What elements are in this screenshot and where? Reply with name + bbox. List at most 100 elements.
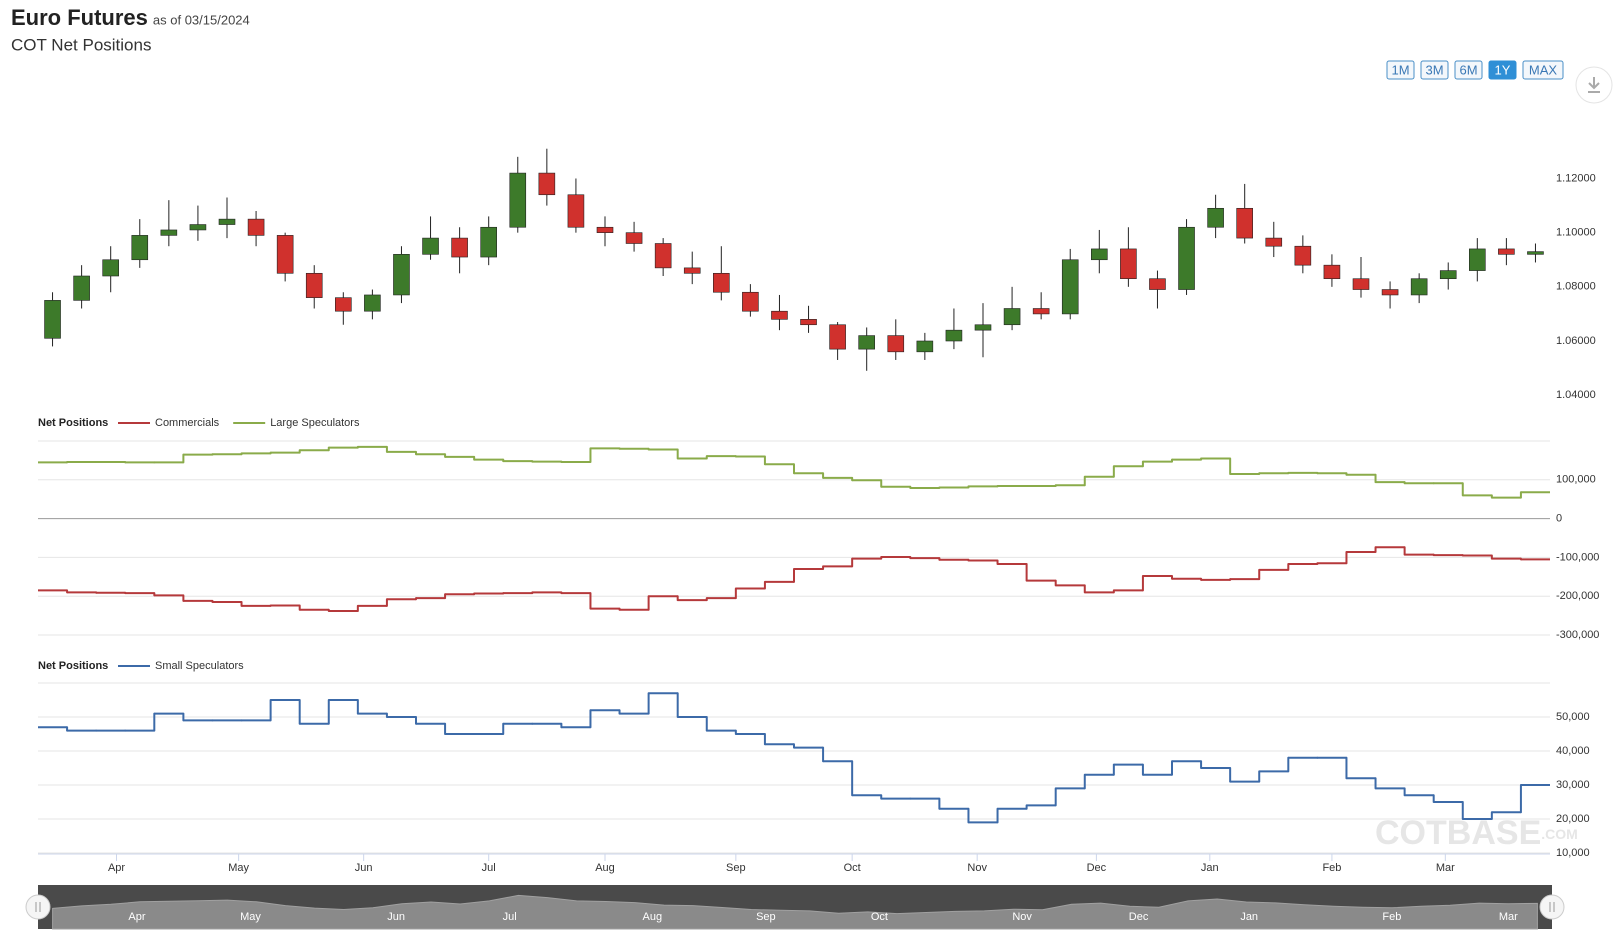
x-tick-label: Jul (482, 862, 496, 874)
range-button-label[interactable]: 1M (1391, 62, 1409, 77)
x-tick-label: Mar (1436, 862, 1455, 874)
candle-body (567, 194, 585, 228)
candle-body (102, 259, 119, 277)
candle-body (974, 324, 992, 331)
candle-body (945, 329, 963, 342)
navigator-handle[interactable] (1539, 894, 1565, 920)
candle-body (800, 319, 817, 326)
candle-body (1469, 248, 1486, 271)
y-tick-label: 20,000 (1556, 813, 1590, 825)
range-button-label[interactable]: 6M (1459, 62, 1477, 77)
range-button[interactable]: 6M (1454, 60, 1483, 80)
y-tick-label: -200,000 (1556, 590, 1599, 602)
range-button-label[interactable]: 1Y (1495, 62, 1511, 77)
title: Euro Futures (11, 5, 148, 30)
x-tick-label: May (228, 862, 249, 874)
navigator-label: Feb (1382, 911, 1401, 923)
navigator-label: Sep (756, 911, 776, 923)
range-button-box[interactable] (1386, 60, 1415, 80)
candle-body (73, 275, 90, 301)
candle-body (422, 237, 439, 255)
watermark-part: COT (1375, 814, 1447, 852)
candle-body (1527, 251, 1544, 255)
navigator-label: Mar (1499, 911, 1518, 923)
candle-body (625, 232, 643, 244)
candle-body (683, 267, 701, 274)
watermark-part: .COM (1541, 826, 1578, 842)
candle-body (189, 224, 207, 231)
y-tick-label: 1.08000 (1556, 281, 1596, 293)
legend-title: Net Positions (38, 417, 108, 429)
x-tick-label: Jan (1201, 862, 1219, 874)
candle-body (1207, 207, 1224, 228)
candle-body (480, 226, 497, 258)
candle-body (829, 324, 846, 350)
range-button-box[interactable] (1420, 60, 1449, 80)
candle-body (1091, 248, 1108, 261)
navigator-label: Dec (1129, 911, 1149, 923)
candle-body (131, 235, 149, 261)
range-button-label[interactable]: 3M (1425, 62, 1443, 77)
x-tick-label: Oct (844, 862, 861, 874)
candle-body (1003, 308, 1021, 326)
candle-body (1352, 278, 1370, 290)
x-tick-label: Jun (355, 862, 373, 874)
candle-body (1178, 226, 1195, 290)
y-tick-label: 1.10000 (1556, 227, 1596, 239)
x-tick-label: Dec (1087, 862, 1107, 874)
range-button-box[interactable] (1488, 60, 1517, 80)
x-tick-label: Sep (726, 862, 746, 874)
navigator-label: Nov (1012, 911, 1032, 923)
y-tick-label: -300,000 (1556, 629, 1599, 641)
y-tick-label: 1.04000 (1556, 389, 1596, 401)
y-tick-label: 0 (1556, 513, 1562, 525)
candle-body (1410, 278, 1428, 296)
range-button[interactable]: 1Y (1488, 60, 1517, 80)
y-tick-label: 50,000 (1556, 711, 1590, 723)
y-tick-label: 10,000 (1556, 847, 1590, 859)
candle-body (364, 294, 381, 312)
navigator-handle-circle[interactable] (25, 894, 51, 920)
navigator-handle-circle[interactable] (1539, 894, 1565, 920)
range-button[interactable]: 1M (1386, 60, 1415, 80)
range-button[interactable]: 3M (1420, 60, 1449, 80)
y-tick-label: 100,000 (1556, 474, 1596, 486)
candle-body (451, 237, 468, 258)
navigator-handle-grip (35, 902, 41, 912)
x-tick-label: Aug (595, 862, 615, 874)
candle-body (335, 297, 352, 312)
candle-body (713, 272, 730, 293)
legend-label[interactable]: Commercials (155, 417, 220, 429)
range-button-box[interactable] (1522, 60, 1564, 80)
range-button-box[interactable] (1454, 60, 1483, 80)
navigator-handle-grip (1549, 902, 1555, 912)
candle-body (771, 310, 788, 320)
range-button-label[interactable]: MAX (1529, 62, 1558, 77)
legend-title: Net Positions (38, 660, 108, 672)
candle-body (596, 226, 614, 233)
candle-body (247, 218, 265, 236)
watermark-part: BASE (1447, 814, 1541, 852)
legend-label[interactable]: Large Speculators (270, 417, 360, 429)
download-button[interactable] (1575, 66, 1613, 104)
candle-body (1032, 308, 1050, 315)
navigator-label: Jan (1240, 911, 1258, 923)
candle-body (393, 254, 410, 296)
candle-body (1381, 289, 1399, 296)
candle-body (654, 243, 672, 269)
navigator-handle[interactable] (25, 894, 51, 920)
range-button[interactable]: MAX (1522, 60, 1564, 80)
x-tick-label: Apr (108, 862, 125, 874)
candle-body (160, 229, 178, 236)
candle-body (44, 300, 61, 339)
candle-body (305, 272, 323, 298)
navigator-label: May (240, 911, 261, 923)
legend-label[interactable]: Small Speculators (155, 660, 244, 672)
candle-body (916, 340, 934, 353)
x-tick-label: Feb (1322, 862, 1341, 874)
candle-body (1498, 248, 1515, 255)
y-tick-label: 40,000 (1556, 745, 1590, 757)
candle-body (858, 335, 875, 350)
y-tick-label: -100,000 (1556, 551, 1599, 563)
